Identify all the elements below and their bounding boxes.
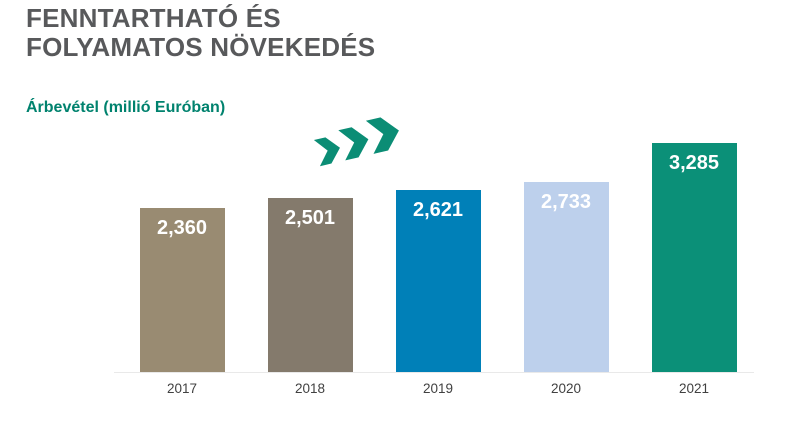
bar-group-2017: 2,360 2017 — [118, 0, 246, 396]
page-title-line-2: FOLYAMATOS NÖVEKEDÉS — [26, 32, 376, 62]
bar-2017: 2,360 — [139, 208, 225, 373]
bar-group-2019: 2,621 2019 — [374, 0, 502, 396]
bar-group-2021: 3,285 2021 — [630, 0, 758, 396]
x-axis-label-2018: 2018 — [294, 381, 326, 396]
x-axis-label-2019: 2019 — [422, 381, 454, 396]
page-title: FENNTARTHATÓ ÉS FOLYAMATOS NÖVEKEDÉS — [26, 4, 375, 62]
bar-value-label-2019: 2,621 — [412, 199, 464, 221]
bar-group-2020: 2,733 2020 — [502, 0, 630, 396]
x-axis-label-2020: 2020 — [550, 381, 582, 396]
bar-value-label-2018: 2,501 — [284, 207, 336, 229]
bar-value-label-2021: 3,285 — [668, 152, 720, 174]
x-axis-label-2017: 2017 — [166, 381, 198, 396]
bars-container: 2,360 2017 2,501 2018 2,621 2019 2,733 2020 3,28… — [118, 0, 758, 396]
bar-2019: 2,621 — [395, 190, 481, 373]
chart-subtitle: Árbevétel (millió Euróban) — [26, 99, 226, 116]
bar-2021: 3,285 — [651, 143, 737, 373]
bar-2020: 2,733 — [523, 182, 609, 373]
bar-value-label-2020: 2,733 — [540, 191, 592, 213]
x-axis-label-2021: 2021 — [678, 381, 710, 396]
triple-chevron-right-icon — [313, 117, 399, 167]
bar-chart: 2,360 2017 2,501 2018 2,621 2019 2,733 2020 3,28… — [114, 0, 758, 396]
bar-value-label-2017: 2,360 — [156, 217, 208, 239]
x-axis-line — [114, 372, 754, 373]
bar-2018: 2,501 — [267, 198, 353, 373]
bar-group-2018: 2,501 2018 — [246, 0, 374, 396]
page-title-line-1: FENNTARTHATÓ ÉS — [26, 3, 281, 33]
